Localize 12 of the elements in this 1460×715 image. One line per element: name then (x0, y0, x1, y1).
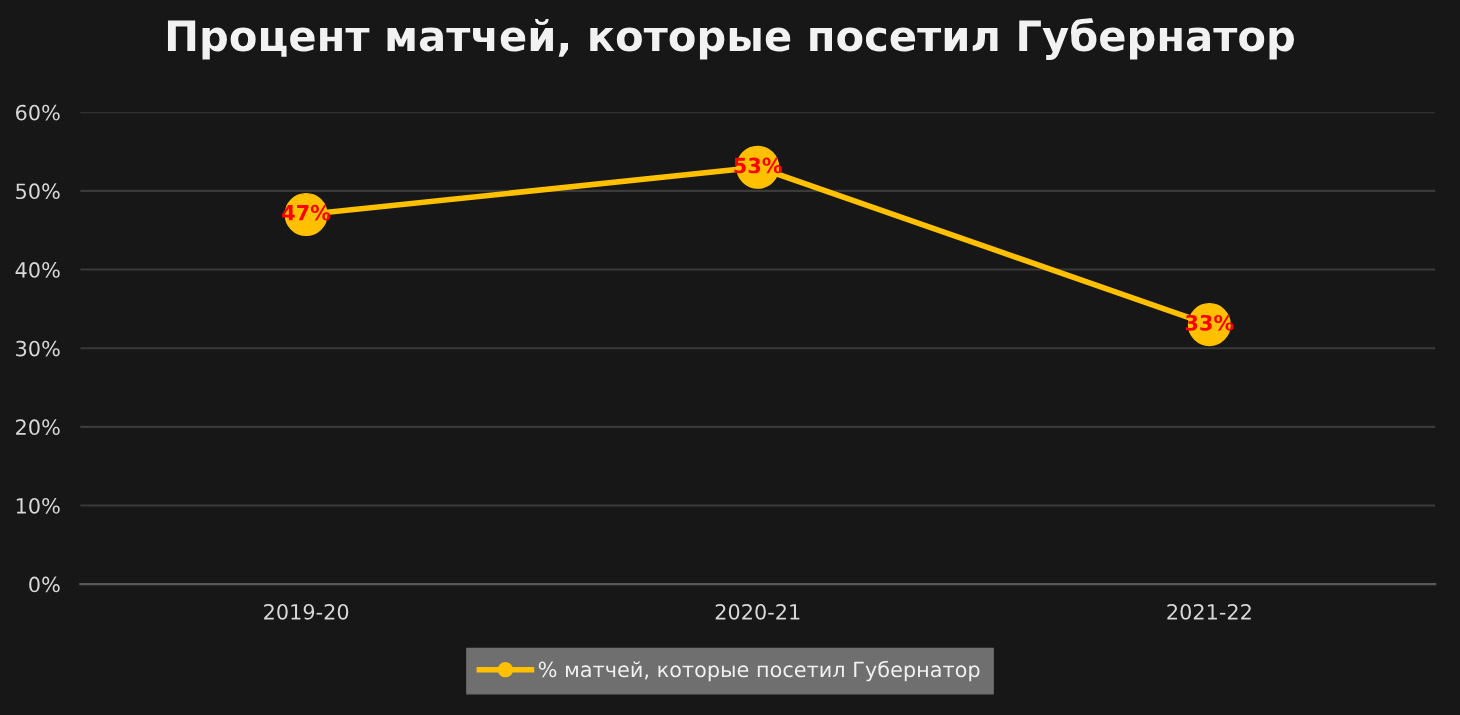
x-tick-label: 2019-20 (264, 603, 349, 620)
y-tick-label: 50% (16, 183, 60, 200)
x-tick-label: 2020-21 (715, 603, 800, 620)
chart-title: Процент матчей, которые посетил Губернатор (167, 17, 1294, 60)
y-tick-label: 60% (16, 104, 60, 121)
y-tick-label: 10% (16, 497, 60, 514)
legend-label: % матчей, которые посетил Губернатор (538, 660, 980, 682)
y-tick-label: 30% (16, 340, 60, 357)
y-tick-label: 0% (29, 576, 60, 593)
x-tick-label: 2021-22 (1167, 603, 1251, 620)
y-tick-label: 40% (15, 262, 60, 278)
y-tick-label: 20% (16, 419, 60, 436)
